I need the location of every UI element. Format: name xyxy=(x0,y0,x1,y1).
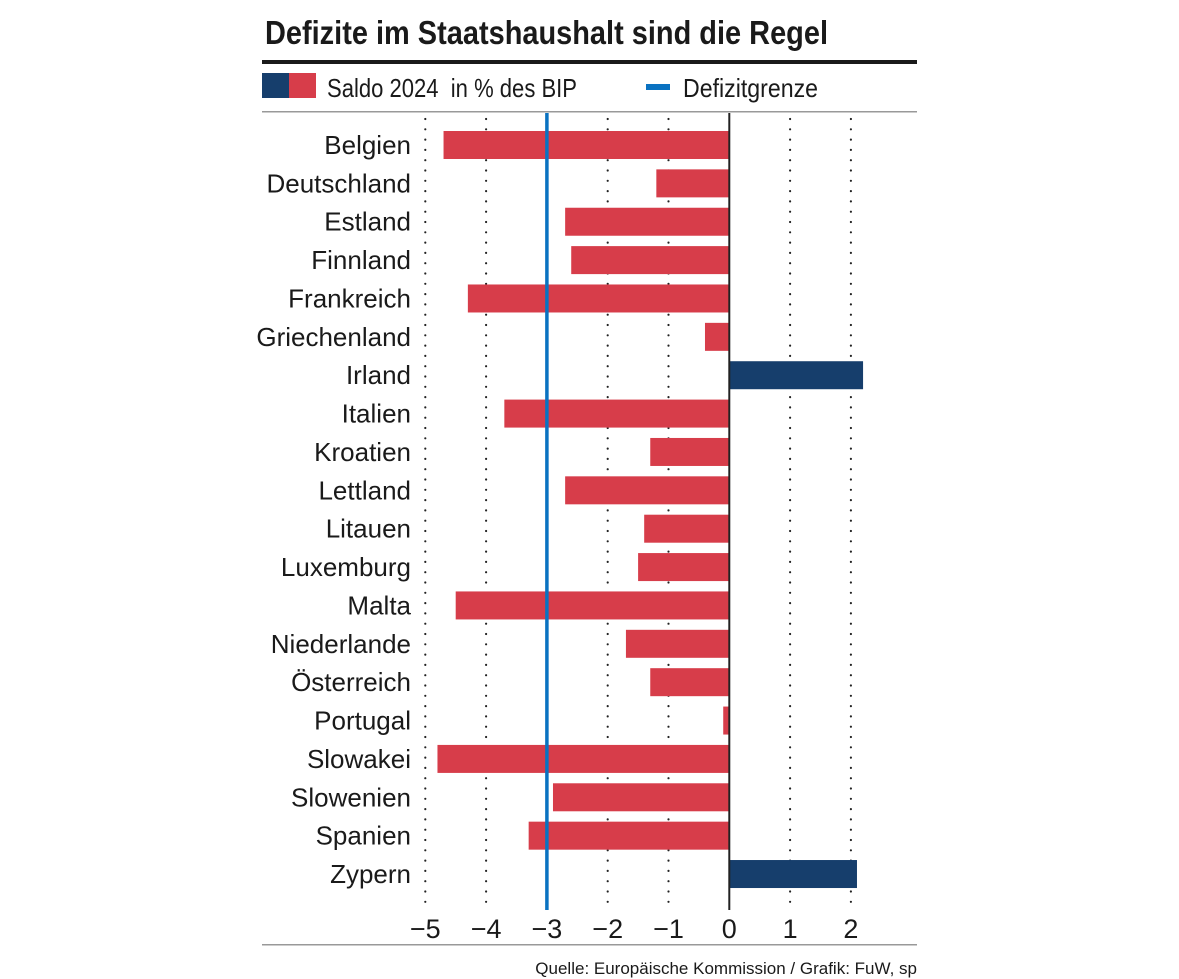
bar-luxemburg xyxy=(638,553,730,582)
bar-kroatien xyxy=(650,437,730,466)
bar-zypern xyxy=(729,860,857,889)
bar-slowakei xyxy=(437,744,730,773)
category-label: Lettland xyxy=(318,475,411,505)
x-tick-label: −2 xyxy=(592,914,623,944)
x-tick-label: −4 xyxy=(471,914,502,944)
bar-slowenien xyxy=(552,783,730,812)
legend-swatch-positive xyxy=(262,73,289,98)
category-label: Frankreich xyxy=(288,283,411,313)
bar-malta xyxy=(455,591,730,620)
category-label: Estland xyxy=(324,207,411,237)
category-label: Irland xyxy=(346,360,411,390)
x-tick-label: 2 xyxy=(843,914,858,944)
legend-series-label: Saldo 2024 in % des BIP xyxy=(327,73,577,103)
chart-title: Defizite im Staatshaushalt sind die Rege… xyxy=(265,14,828,51)
category-label: Litauen xyxy=(326,514,411,544)
bar-lettland xyxy=(565,476,730,505)
bottom-rule xyxy=(262,944,917,946)
bar-italien xyxy=(504,399,730,428)
bar-litauen xyxy=(644,514,730,543)
x-tick-label: 0 xyxy=(722,914,737,944)
bar-niederlande xyxy=(625,629,730,658)
legend-threshold-swatch xyxy=(646,84,670,90)
category-label: Spanien xyxy=(316,821,411,851)
category-label: Italien xyxy=(342,399,411,429)
bar-belgien xyxy=(443,131,730,159)
bar-frankreich xyxy=(467,284,730,313)
category-label: Griechenland xyxy=(256,322,411,352)
bar-irland xyxy=(729,361,864,390)
category-label: Finnland xyxy=(311,245,411,275)
category-label: Zypern xyxy=(330,859,411,889)
category-label: Niederlande xyxy=(271,629,411,659)
legend-threshold-label: Defizitgrenze xyxy=(683,73,818,103)
x-tick-label: −3 xyxy=(532,914,563,944)
category-label: Slowenien xyxy=(291,782,411,812)
x-tick-label: 1 xyxy=(783,914,798,944)
bar-deutschland xyxy=(656,169,730,198)
category-label: Luxemburg xyxy=(281,552,411,582)
legend-rule xyxy=(262,111,917,113)
category-label: Belgien xyxy=(324,130,411,160)
x-tick-label: −5 xyxy=(410,914,441,944)
category-label: Malta xyxy=(347,590,411,620)
legend-swatch-negative xyxy=(289,73,316,98)
bar-finnland xyxy=(571,246,730,275)
category-label: Portugal xyxy=(314,706,411,736)
source-note: Quelle: Europäische Kommission / Grafik:… xyxy=(535,959,917,978)
x-tick-label: −1 xyxy=(653,914,684,944)
category-label: Deutschland xyxy=(266,168,411,198)
bar-portugal xyxy=(723,706,730,735)
bar-estland xyxy=(565,207,730,236)
category-label: Kroatien xyxy=(314,437,411,467)
category-label: Österreich xyxy=(291,667,411,697)
bar-griechenland xyxy=(704,322,730,351)
category-label: Slowakei xyxy=(307,744,411,774)
bar-spanien xyxy=(528,821,730,850)
bar-österreich xyxy=(650,668,730,697)
title-rule xyxy=(262,60,917,64)
